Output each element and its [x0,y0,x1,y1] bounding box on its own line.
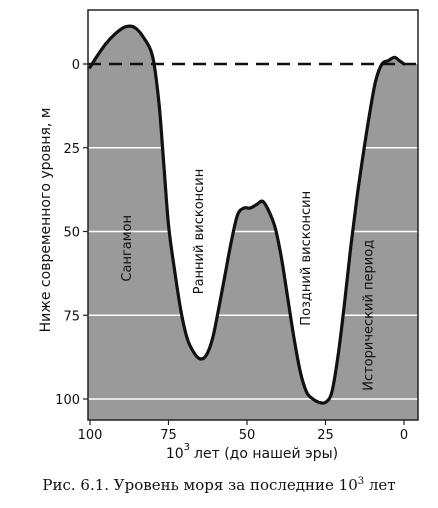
y-tick-label-25: 25 [63,142,80,157]
y-tick-label-75: 75 [63,309,80,324]
plot-frame [87,9,419,421]
x-axis-label-exponent: 3 [184,442,190,453]
period-annotation-4: Исторический период [362,240,377,391]
y-tick-label-50: 50 [63,226,80,241]
x-tick-label-100: 100 [78,428,103,443]
caption-prefix: Рис. 6.1. Уровень моря за последние 10 [42,476,358,494]
below-curve-area [88,26,418,420]
y-axis-label: Ниже современного уровня, м [38,108,54,333]
x-tick-label-50: 50 [239,428,256,443]
period-annotation-1: Сангамон [120,215,135,282]
x-tick-label-25: 25 [317,428,334,443]
figure-caption: Рис. 6.1. Уровень моря за последние 103 … [0,476,438,494]
x-axis-label-rest: лет (до нашей эры) [194,446,338,462]
period-annotation-3: Поздний висконсин [299,191,314,326]
x-tick-label-0: 0 [400,428,408,443]
x-axis-label-base: 10 [166,446,184,462]
y-tick-label-0: 0 [72,58,80,73]
x-tick-label-75: 75 [160,428,177,443]
period-annotation-2: Ранний висконсин [192,169,207,295]
caption-sup: 3 [357,476,365,487]
y-tick-label-100: 100 [55,393,80,408]
x-axis-label: 103 лет (до нашей эры) [166,442,338,462]
caption-suffix: лет [364,476,396,494]
sea-level-curve [88,24,406,405]
